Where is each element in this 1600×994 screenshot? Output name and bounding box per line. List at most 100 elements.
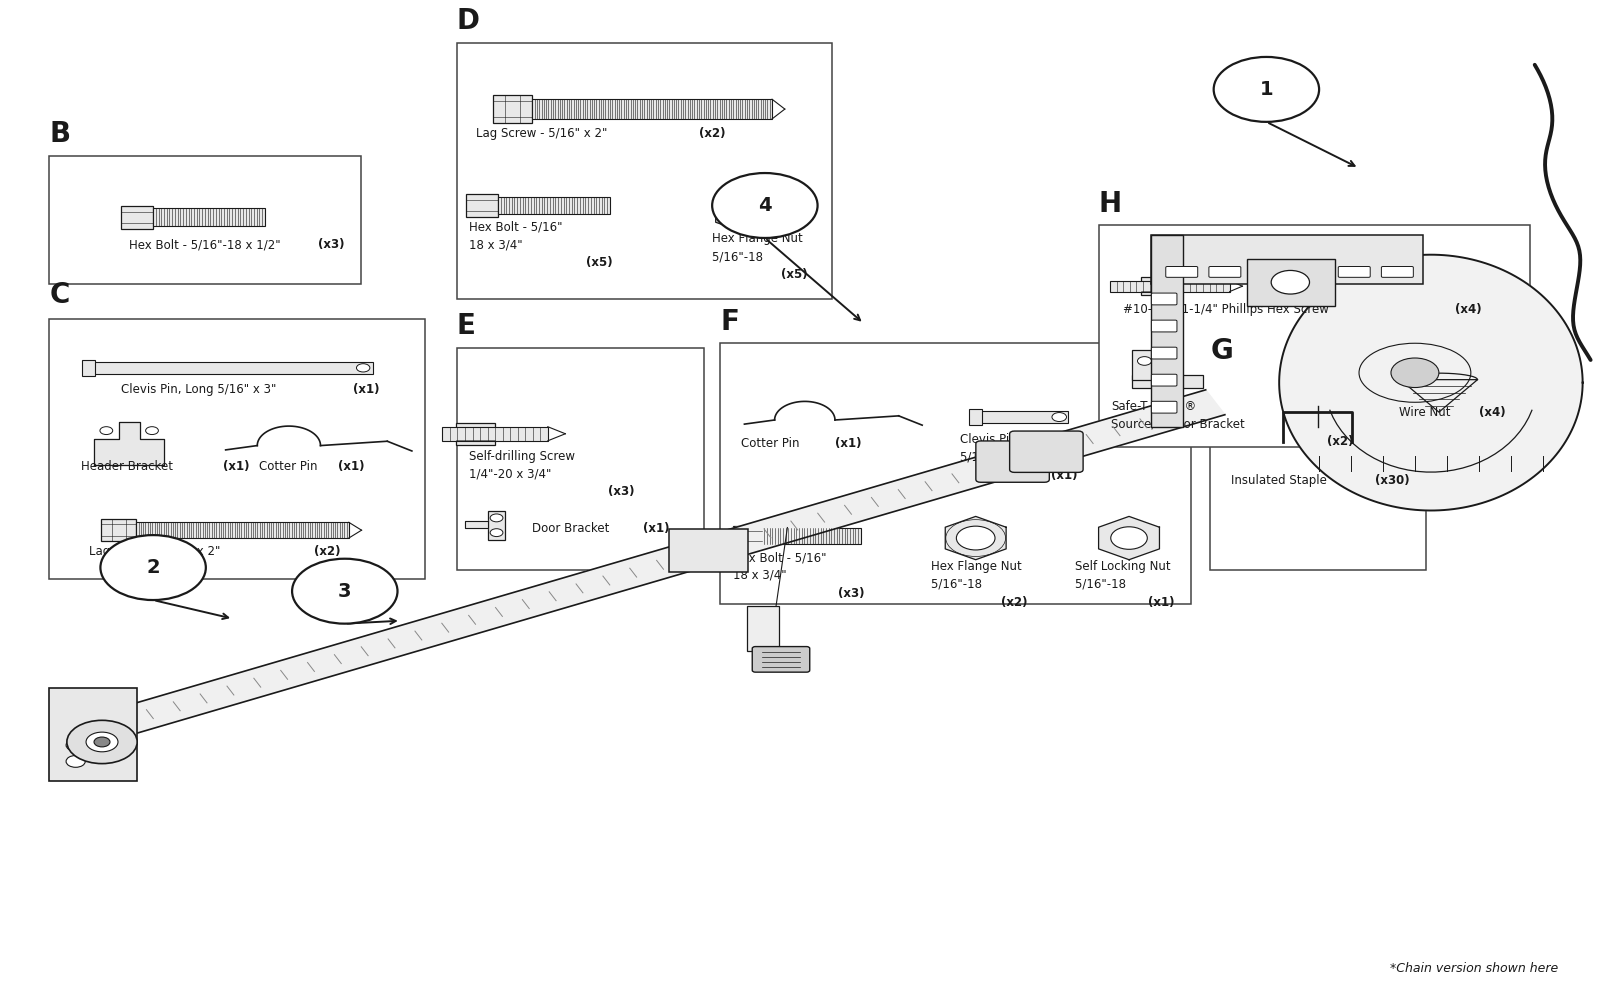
Text: 5/16"-18: 5/16"-18	[931, 578, 986, 590]
FancyBboxPatch shape	[1210, 266, 1242, 277]
Text: (x3): (x3)	[318, 239, 344, 251]
FancyBboxPatch shape	[1294, 266, 1326, 277]
FancyBboxPatch shape	[456, 422, 494, 444]
Text: Door Bracket: Door Bracket	[531, 522, 613, 535]
FancyBboxPatch shape	[747, 606, 779, 650]
FancyBboxPatch shape	[720, 343, 1192, 604]
Text: (x1): (x1)	[339, 460, 365, 473]
Text: 18 x 3/4": 18 x 3/4"	[469, 239, 526, 251]
Text: Hex Bolt - 5/16"-18 x 1/2": Hex Bolt - 5/16"-18 x 1/2"	[130, 239, 285, 251]
Polygon shape	[715, 187, 782, 234]
Text: D: D	[456, 7, 480, 36]
Text: 5/16"-18: 5/16"-18	[712, 250, 766, 263]
Text: 2: 2	[146, 558, 160, 578]
Text: #10-16 x 1-1/4" Phillips Hex Screw: #10-16 x 1-1/4" Phillips Hex Screw	[1123, 303, 1333, 316]
FancyBboxPatch shape	[1133, 375, 1203, 388]
FancyBboxPatch shape	[493, 95, 533, 123]
Text: Lag Screw - 5/16" x 2": Lag Screw - 5/16" x 2"	[475, 127, 611, 140]
FancyBboxPatch shape	[93, 362, 373, 374]
Text: Clevis Pin, Long 5/16" x 3": Clevis Pin, Long 5/16" x 3"	[122, 383, 280, 396]
FancyBboxPatch shape	[970, 409, 982, 425]
FancyBboxPatch shape	[752, 646, 810, 672]
FancyBboxPatch shape	[733, 526, 762, 547]
FancyBboxPatch shape	[498, 197, 610, 215]
FancyBboxPatch shape	[442, 426, 547, 440]
FancyBboxPatch shape	[669, 529, 749, 573]
FancyBboxPatch shape	[1381, 266, 1413, 277]
FancyBboxPatch shape	[1166, 266, 1198, 277]
Circle shape	[1138, 357, 1152, 365]
FancyBboxPatch shape	[50, 319, 424, 580]
Text: Wire Nut: Wire Nut	[1398, 406, 1454, 418]
Circle shape	[86, 733, 118, 751]
Circle shape	[357, 364, 370, 372]
Text: (x1): (x1)	[224, 460, 250, 473]
FancyBboxPatch shape	[1141, 277, 1170, 295]
Circle shape	[101, 535, 206, 600]
Circle shape	[490, 514, 502, 522]
FancyBboxPatch shape	[1253, 266, 1283, 277]
Text: (x1): (x1)	[1051, 468, 1077, 481]
Circle shape	[957, 526, 995, 550]
Circle shape	[146, 426, 158, 434]
FancyBboxPatch shape	[154, 209, 266, 227]
Circle shape	[99, 426, 112, 434]
FancyBboxPatch shape	[82, 360, 94, 376]
Text: (x1): (x1)	[643, 522, 670, 535]
FancyBboxPatch shape	[1338, 266, 1370, 277]
FancyBboxPatch shape	[136, 522, 349, 538]
FancyBboxPatch shape	[976, 441, 1050, 482]
Text: (x30): (x30)	[1374, 474, 1410, 487]
Circle shape	[1390, 358, 1438, 388]
FancyBboxPatch shape	[1152, 235, 1184, 426]
Text: H: H	[1099, 190, 1122, 219]
Polygon shape	[80, 390, 1226, 745]
Circle shape	[1110, 527, 1147, 550]
Text: Safe-T-Beam®: Safe-T-Beam®	[1112, 400, 1197, 413]
Text: (x2): (x2)	[1002, 595, 1027, 608]
Circle shape	[67, 721, 138, 763]
Text: (x3): (x3)	[838, 586, 866, 599]
Circle shape	[94, 737, 110, 746]
Text: Self Locking Nut: Self Locking Nut	[1075, 560, 1170, 574]
FancyBboxPatch shape	[1152, 347, 1178, 359]
Polygon shape	[946, 517, 1006, 560]
Circle shape	[1214, 57, 1318, 122]
Circle shape	[728, 198, 770, 224]
FancyBboxPatch shape	[1152, 235, 1422, 284]
Text: Self-drilling Screw: Self-drilling Screw	[469, 450, 576, 463]
Text: B: B	[50, 120, 70, 148]
Text: E: E	[456, 312, 475, 340]
Polygon shape	[466, 521, 488, 528]
FancyBboxPatch shape	[456, 348, 704, 570]
FancyBboxPatch shape	[1133, 350, 1154, 381]
Text: Insulated Staple: Insulated Staple	[1232, 474, 1331, 487]
Text: 3: 3	[338, 581, 352, 600]
FancyBboxPatch shape	[50, 156, 360, 284]
FancyBboxPatch shape	[1152, 293, 1178, 305]
Text: Hex Flange Nut: Hex Flange Nut	[931, 560, 1022, 574]
FancyBboxPatch shape	[1010, 431, 1083, 472]
FancyBboxPatch shape	[1110, 280, 1230, 291]
Circle shape	[66, 755, 85, 767]
Circle shape	[1051, 413, 1067, 421]
Text: 4: 4	[758, 196, 771, 215]
Text: 1/4"-20 x 3/4": 1/4"-20 x 3/4"	[469, 467, 555, 481]
FancyBboxPatch shape	[1211, 373, 1426, 570]
Text: (x4): (x4)	[1478, 406, 1506, 418]
FancyBboxPatch shape	[762, 528, 861, 544]
FancyBboxPatch shape	[488, 511, 506, 540]
FancyBboxPatch shape	[50, 688, 138, 781]
Text: Header Bracket: Header Bracket	[82, 460, 178, 473]
Text: (x1): (x1)	[352, 383, 379, 396]
Text: Source/Sensor Bracket: Source/Sensor Bracket	[1112, 417, 1250, 430]
Text: 5/16" x 3/4": 5/16" x 3/4"	[960, 451, 1034, 464]
Text: 5/16"-18: 5/16"-18	[1075, 578, 1130, 590]
Text: G: G	[1211, 337, 1234, 365]
Text: (x1): (x1)	[1149, 595, 1174, 608]
Text: Cotter Pin: Cotter Pin	[741, 437, 803, 450]
FancyBboxPatch shape	[1152, 402, 1178, 414]
Text: Clevis Pin: Clevis Pin	[960, 433, 1016, 446]
Text: F: F	[720, 308, 739, 336]
FancyBboxPatch shape	[456, 43, 832, 299]
